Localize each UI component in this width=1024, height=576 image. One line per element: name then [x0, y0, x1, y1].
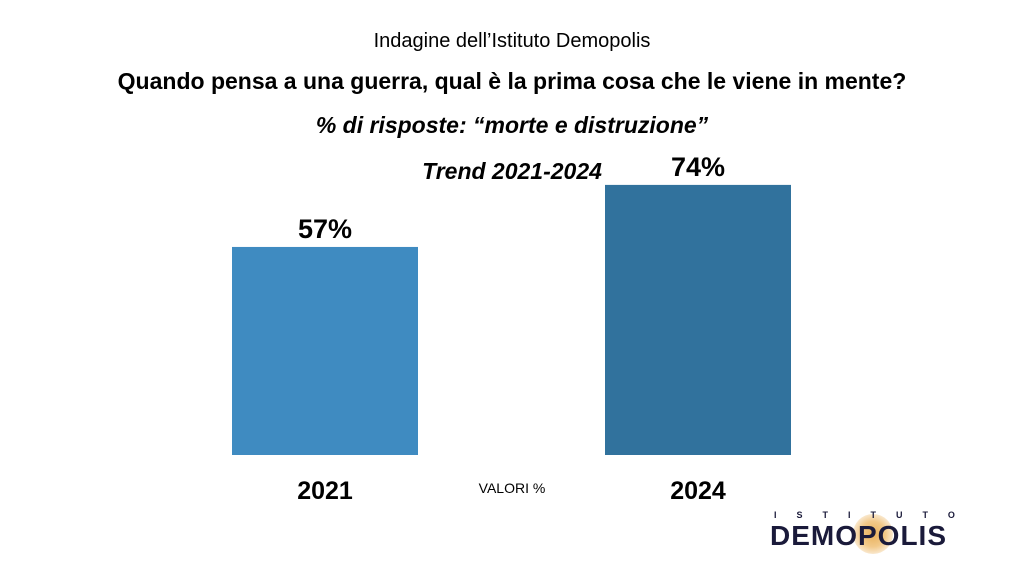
- trend-title: Trend 2021-2024: [422, 158, 602, 184]
- source-title: Indagine dell’Istituto Demopolis: [373, 30, 651, 52]
- value-label-2024: 74%: [671, 152, 725, 182]
- category-label-2021: 2021: [297, 477, 353, 505]
- logo-top-text: ISTITUTO: [774, 510, 975, 520]
- sun-icon: [853, 514, 893, 554]
- values-note: VALORI %: [478, 480, 546, 496]
- bar-2024: [605, 184, 791, 455]
- bar-2021: [232, 246, 418, 455]
- response-subtitle: % di risposte: “morte e distruzione”: [315, 112, 709, 138]
- question-title: Quando pensa a una guerra, qual è la pri…: [117, 68, 907, 94]
- value-label-2021: 57%: [298, 214, 352, 244]
- demopolis-logo: ISTITUTO DEMOPOLIS: [770, 510, 982, 556]
- category-label-2024: 2024: [670, 477, 726, 505]
- logo-main-text: DEMOPOLIS: [770, 520, 948, 551]
